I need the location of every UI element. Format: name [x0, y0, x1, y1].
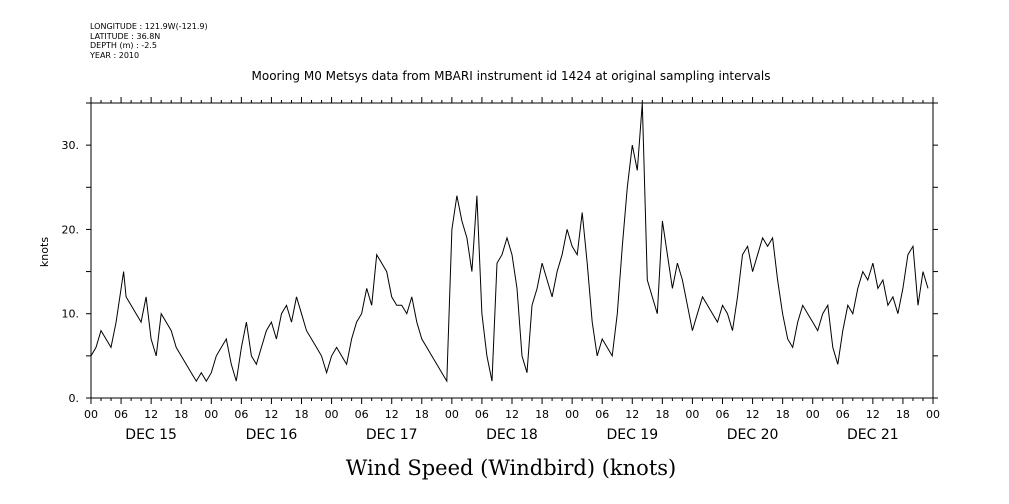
latitude-text: LATITUDE : 36.8N — [90, 31, 161, 41]
x-hour-tick-label: 18 — [535, 408, 549, 421]
y-tick-label: 10. — [62, 308, 80, 321]
x-hour-tick-label: 06 — [836, 408, 850, 421]
x-tick-labels: 00 06 12 18 00 06 12 18 00 06 12 18 00 06 12 18 00 06 12 18… — [84, 408, 940, 421]
x-hour-tick-label: 00 — [565, 408, 579, 421]
day-labels: DEC 15 DEC 16 DEC 17 DEC 18 DEC 19 DEC 20 DEC … — [125, 427, 898, 443]
day-label: DEC 18 — [486, 427, 538, 443]
x-hour-tick-label: 00 — [685, 408, 699, 421]
x-hour-tick-label: 00 — [325, 408, 339, 421]
x-hour-tick-label: 12 — [264, 408, 278, 421]
x-hour-tick-label: 00 — [806, 408, 820, 421]
chart-title: Mooring M0 Metsys data from MBARI instru… — [252, 69, 771, 83]
x-axis-label: Wind Speed (Windbird) (knots) — [346, 456, 676, 480]
day-label: DEC 20 — [727, 427, 779, 443]
x-hour-tick-label: 12 — [746, 408, 760, 421]
y-tick-labels: 0. 10. 20. 30. — [62, 139, 80, 405]
day-label: DEC 19 — [606, 427, 658, 443]
x-hour-tick-label: 00 — [84, 408, 98, 421]
x-hour-tick-label: 06 — [234, 408, 248, 421]
x-hour-tick-label: 00 — [926, 408, 940, 421]
x-hour-tick-label: 18 — [295, 408, 309, 421]
x-hour-tick-label: 00 — [204, 408, 218, 421]
x-hour-tick-label: 06 — [114, 408, 128, 421]
x-hour-tick-label: 12 — [385, 408, 399, 421]
axis-ticks — [86, 97, 938, 404]
y-tick-label: 20. — [62, 223, 80, 236]
x-hour-tick-label: 06 — [355, 408, 369, 421]
longitude-text: LONGITUDE : 121.9W(-121.9) — [90, 22, 208, 31]
day-label: DEC 17 — [366, 427, 418, 443]
x-hour-tick-label: 06 — [716, 408, 730, 421]
x-hour-tick-label: 18 — [896, 408, 910, 421]
y-tick-label: 0. — [69, 392, 80, 405]
x-hour-tick-label: 00 — [445, 408, 459, 421]
y-tick-label: 30. — [62, 139, 80, 152]
wind-speed-series-line — [90, 102, 929, 383]
x-hour-tick-label: 18 — [655, 408, 669, 421]
x-hour-tick-label: 06 — [475, 408, 489, 421]
x-hour-tick-label: 06 — [595, 408, 609, 421]
metadata-block: LONGITUDE : 121.9W(-121.9) LATITUDE : 36… — [90, 22, 208, 60]
x-hour-tick-label: 18 — [415, 408, 429, 421]
depth-text: DEPTH (m) : -2.5 — [90, 41, 157, 50]
x-hour-tick-label: 18 — [174, 408, 188, 421]
y-axis-label: knots — [38, 237, 51, 267]
x-hour-tick-label: 12 — [144, 408, 158, 421]
x-hour-tick-label: 12 — [625, 408, 639, 421]
x-hour-tick-label: 12 — [866, 408, 880, 421]
x-hour-tick-label: 12 — [505, 408, 519, 421]
year-text: YEAR : 2010 — [90, 50, 140, 60]
day-label: DEC 21 — [847, 427, 899, 443]
day-label: DEC 15 — [125, 427, 177, 443]
day-label: DEC 16 — [246, 427, 298, 443]
x-hour-tick-label: 18 — [776, 408, 790, 421]
